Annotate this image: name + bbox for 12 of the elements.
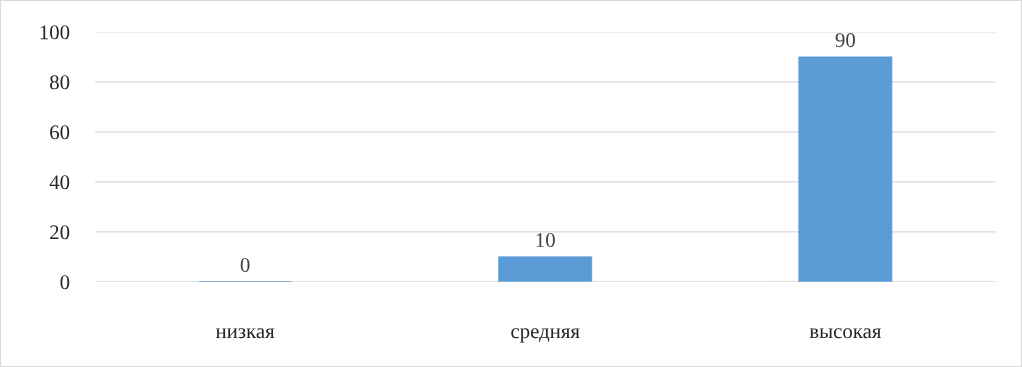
y-tick-label: 60 xyxy=(50,125,70,140)
x-tick-label: низкая xyxy=(215,328,275,339)
y-tick-label: 0 xyxy=(60,275,70,290)
y-tick-label: 40 xyxy=(49,175,70,190)
x-tick-label: средняя xyxy=(511,328,580,343)
data-label: 0 xyxy=(240,258,250,273)
y-tick-label: 80 xyxy=(50,75,70,90)
data-label: 90 xyxy=(835,33,855,48)
y-tick-label: 20 xyxy=(50,225,70,240)
data-label: 10 xyxy=(536,233,555,248)
x-tick-label: высокая xyxy=(809,328,882,339)
y-tick-label: 100 xyxy=(40,25,70,40)
